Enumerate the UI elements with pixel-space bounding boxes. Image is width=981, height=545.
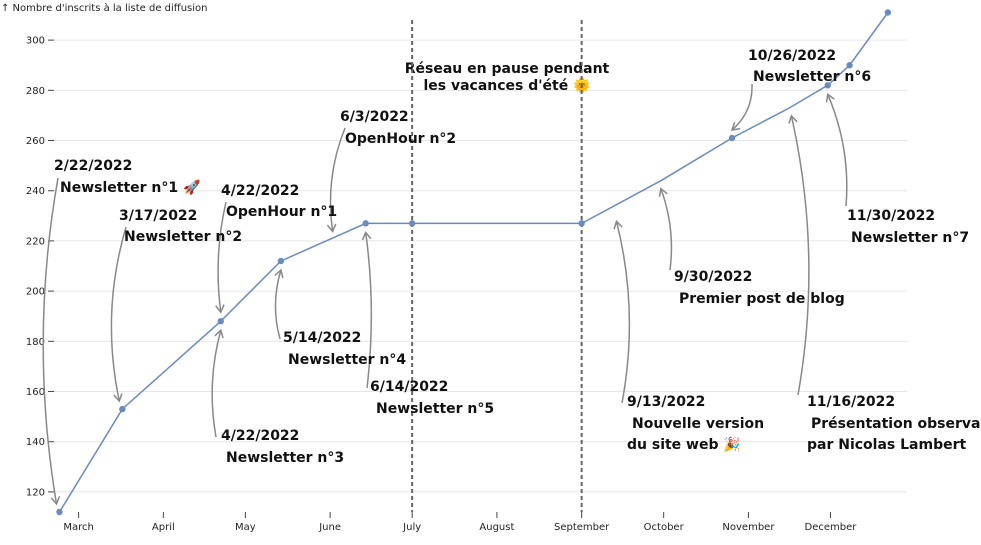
y-tick-label-180: 180 [26,337,45,348]
annotation-text-n6: Newsletter n°6 [753,69,871,85]
arrow-n5 [364,232,373,389]
arrow-n4 [274,269,282,340]
annotation-date-n5: 6/14/2022 [370,379,448,395]
annotation-arrows [42,83,848,506]
data-point-4 [277,257,285,265]
x-tick-label-july: July [402,522,421,533]
arrowhead-n2 [113,393,123,403]
annotation-text-oh2: OpenHour n°2 [345,131,456,147]
arrow-n6 [731,83,753,131]
annotation-date-n2: 3/17/2022 [119,208,197,224]
annotation-date-n4: 5/14/2022 [283,330,361,346]
arrowhead-n5 [361,230,372,241]
y-axis: 120 140 160 180 200 220 240 260 280 300 [26,36,54,498]
x-tick-label-march: March [63,522,93,533]
data-point-5 [362,220,369,227]
y-tick-label-200: 200 [26,287,45,298]
arrow-oh1 [217,201,227,313]
x-tick-label-april: April [152,522,175,533]
annotation-text-n3: Newsletter n°3 [226,450,344,466]
annotation-text-oh1: OpenHour n°1 [226,204,337,220]
arrowhead-n7 [825,92,835,103]
annotation-text-n2: Newsletter n°2 [124,229,242,245]
pause-period: Réseau en pause pendant les vacances d'é… [405,20,610,512]
annotation-text-blog: Premier post de blog [679,291,845,307]
arrow-web [615,221,631,404]
annotation-date-blog: 9/30/2022 [674,269,752,285]
data-point-11 [884,9,892,16]
annotation-date-n7: 11/30/2022 [847,208,935,224]
arrow-n1 [42,177,59,505]
y-tick-label-240: 240 [26,186,45,197]
annotation-text2-obs: par Nicolas Lambert [807,437,967,453]
data-point-7 [578,220,585,227]
arrow-blog [660,188,673,271]
series [56,9,892,516]
y-tick-label-280: 280 [26,86,45,97]
x-tick-label-august: August [479,522,514,533]
arrow-n7 [827,94,848,207]
data-point-9 [824,82,831,89]
y-tick-label-300: 300 [26,36,45,47]
annotation-date-n6: 10/26/2022 [748,48,836,64]
y-tick-label-140: 140 [26,437,45,448]
annotation-text-web: Nouvelle version [632,416,764,432]
y-tick-label-220: 220 [26,236,45,247]
annotation-date-n1: 2/22/2022 [54,158,132,174]
annotation-date-obs: 11/16/2022 [807,394,895,410]
x-tick-label-may: May [235,522,256,533]
x-tick-label-december: December [805,522,858,533]
arrow-n3 [211,330,222,438]
arrowhead-blog [658,187,668,197]
data-point-10 [846,62,853,69]
pause-label-line-2: les vacances d'été 🌞 [423,76,591,94]
arrowhead-obs [788,114,798,124]
x-axis: March April May June July August September Octo… [63,512,857,533]
arrowhead-n3 [214,328,224,339]
y-axis-title: ↑ Nombre d'inscrits à la liste de diffus… [1,2,207,14]
arrowhead-oh2 [326,223,337,233]
annotation-text-n1: Newsletter n°1 🚀 [60,179,201,196]
arrow-obs [790,115,810,396]
data-point-8 [728,134,736,142]
annotation-text2-web: du site web 🎉 [627,436,741,453]
annotation-date-n3: 4/22/2022 [221,428,299,444]
data-point-3 [217,318,224,325]
annotation-text-n4: Newsletter n°4 [288,352,406,368]
data-point-6 [408,220,416,227]
annotation-date-oh2: 6/3/2022 [340,109,409,125]
annotation-text-n5: Newsletter n°5 [376,401,494,417]
grid [54,39,907,493]
arrow-oh2 [329,127,346,232]
pause-label-line-1: Réseau en pause pendant [405,61,610,77]
arrowhead-n4 [274,268,284,279]
annotation-text-n7: Newsletter n°7 [851,230,969,246]
y-tick-label-120: 120 [26,487,45,498]
annotation-date-web: 9/13/2022 [627,394,705,410]
arrow-n2 [110,226,127,402]
arrowhead-n1 [50,496,61,506]
annotations: 2/22/2022 Newsletter n°1 🚀 3/17/2022 Newsle… [54,48,981,466]
arrowhead-web [613,219,623,230]
x-tick-label-october: October [644,522,685,533]
data-point-1 [56,508,63,516]
annotation-text-obs: Présentation observable [811,416,981,432]
x-tick-label-september: September [554,522,610,533]
data-point-2 [119,405,126,413]
arrowhead-oh1 [215,304,225,314]
y-tick-label-260: 260 [26,136,45,147]
annotation-date-oh1: 4/22/2022 [221,183,299,199]
arrowhead-n6 [730,121,741,131]
y-tick-label-160: 160 [26,387,45,398]
x-tick-label-june: June [318,522,341,533]
x-tick-label-november: November [722,522,775,533]
